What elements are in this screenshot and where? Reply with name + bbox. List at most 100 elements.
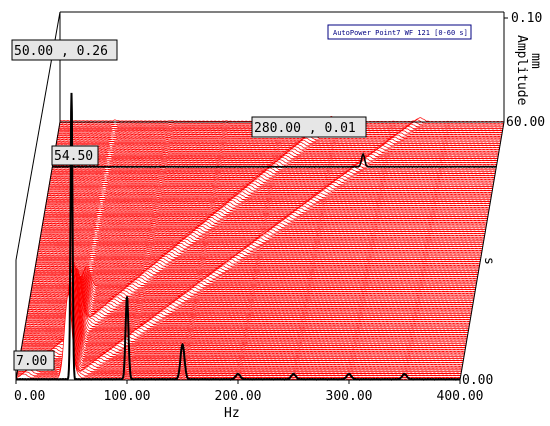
trace-line	[50, 169, 496, 177]
trace-line	[43, 210, 489, 217]
trace-line	[30, 267, 476, 293]
trace-line	[47, 187, 493, 194]
trace-line	[42, 218, 487, 226]
z-axis-label-name: Amplitude	[514, 35, 529, 106]
right-depth-edge	[459, 121, 505, 381]
trace-line	[20, 261, 466, 353]
trace-line	[53, 150, 499, 157]
trace-line	[48, 182, 493, 190]
trace-line	[26, 275, 471, 318]
trace-line	[45, 197, 491, 205]
trace-line	[29, 270, 475, 299]
trace-line	[38, 240, 484, 248]
trace-line	[55, 139, 501, 147]
trace-line	[23, 270, 469, 334]
trace-line	[24, 274, 470, 329]
trace-line	[46, 193, 492, 200]
trace-line	[18, 269, 464, 361]
trace-line	[45, 199, 491, 207]
trace-line	[35, 259, 480, 267]
callout-fundamental-54hz-text: 54.50	[54, 149, 93, 164]
z-tick-label: 0.10	[511, 11, 542, 26]
trace-line	[22, 268, 468, 340]
trace-line	[40, 227, 486, 235]
x-tick-label: 100.00	[104, 389, 151, 404]
trace-line	[32, 277, 477, 284]
trace-line	[44, 206, 489, 213]
trace-line	[49, 176, 495, 183]
trace-line	[41, 221, 487, 228]
trace-line	[41, 223, 487, 230]
trace-line	[46, 191, 492, 198]
trace-line	[39, 232, 485, 239]
trace-line	[47, 184, 493, 192]
trace-line	[24, 272, 469, 331]
trace-line	[46, 195, 491, 202]
trace-line	[43, 212, 488, 220]
trace-line	[55, 141, 500, 149]
trace-line	[39, 236, 484, 243]
trace-line	[42, 215, 488, 222]
trace-line	[19, 265, 465, 357]
trace-line	[27, 274, 473, 312]
trace-line	[36, 251, 482, 258]
trace-line	[17, 275, 463, 368]
trace-line	[25, 275, 471, 323]
trace-line	[50, 167, 496, 174]
trace-line	[44, 204, 490, 211]
trace-line	[44, 202, 490, 209]
trace-line	[20, 264, 465, 355]
y-tick-label: 0.00	[462, 373, 493, 388]
trace-line	[18, 270, 464, 364]
trace-line	[53, 152, 499, 159]
legend-box	[327, 24, 472, 40]
trace-line	[37, 247, 482, 254]
trace-line	[28, 272, 474, 306]
x-tick-label: 300.00	[326, 389, 373, 404]
trace-line	[26, 275, 472, 316]
callout-fundamental-7hz: 7.00	[13, 350, 55, 371]
trace-line	[54, 144, 500, 151]
trace-line	[35, 257, 481, 265]
z-axis-label-unit: mm	[528, 53, 543, 69]
trace-line	[38, 238, 484, 245]
waterfall-traces	[15, 92, 505, 381]
trace-line	[23, 268, 469, 336]
trace-line	[28, 273, 473, 308]
trace-line	[37, 244, 483, 252]
trace-line	[56, 133, 502, 140]
trace-line	[31, 266, 476, 291]
trace-line	[39, 234, 485, 241]
trace-line	[31, 279, 477, 286]
y-tick-label: 60.00	[506, 115, 545, 130]
trace-line	[20, 263, 466, 351]
trace-line	[40, 225, 486, 233]
trace-line	[50, 171, 495, 179]
callout-fundamental-54hz: 54.50	[51, 145, 99, 166]
trace-line	[47, 189, 492, 196]
trace-line	[49, 178, 494, 185]
x-tick-label: 0.00	[14, 389, 45, 404]
trace-line	[53, 154, 498, 162]
trace-line	[31, 265, 477, 288]
trace-line	[48, 180, 494, 187]
callout-peak-280hz: 280.00 , 0.01	[251, 116, 367, 138]
trace-line	[25, 275, 471, 321]
callout-fundamental-7hz-text: 7.00	[16, 354, 47, 369]
trace-line	[22, 267, 468, 338]
highlighted-back-trace	[51, 152, 497, 168]
trace-line	[19, 267, 465, 359]
trace-line	[54, 148, 499, 155]
callout-peak-280hz-text: 280.00 , 0.01	[254, 121, 356, 136]
trace-line	[17, 278, 463, 370]
trace-line	[25, 276, 470, 325]
trace-line	[30, 269, 476, 295]
trace-line	[29, 269, 475, 297]
trace-line	[34, 262, 480, 269]
trace-line	[54, 146, 500, 153]
trace-line	[36, 253, 481, 260]
trace-line	[18, 272, 463, 366]
trace-line	[42, 217, 488, 224]
y-axis-label: s	[481, 257, 496, 265]
